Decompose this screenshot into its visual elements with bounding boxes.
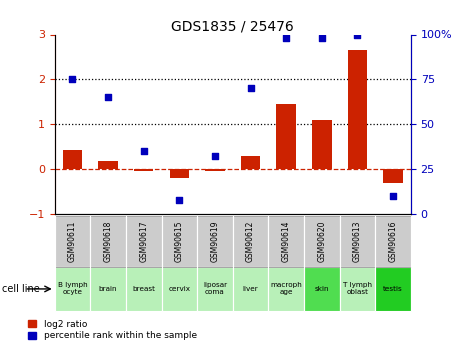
Text: cervix: cervix [168, 286, 190, 292]
Title: GDS1835 / 25476: GDS1835 / 25476 [171, 19, 294, 33]
Point [282, 35, 290, 41]
Bar [197, 267, 233, 310]
Text: liposar
coma: liposar coma [203, 283, 227, 295]
Text: macroph
age: macroph age [270, 283, 302, 295]
Bar [233, 267, 268, 310]
Text: GSM90618: GSM90618 [104, 221, 113, 262]
Point [176, 197, 183, 202]
Text: GSM90612: GSM90612 [246, 221, 255, 262]
Text: B lymph
ocyte: B lymph ocyte [57, 283, 87, 295]
Point [104, 95, 112, 100]
Text: testis: testis [383, 286, 403, 292]
Point [318, 35, 326, 41]
Bar [162, 267, 197, 310]
Bar [55, 216, 90, 267]
Point [211, 154, 218, 159]
Text: skin: skin [314, 286, 329, 292]
Bar [340, 267, 375, 310]
Point [390, 193, 397, 199]
Bar [98, 161, 118, 169]
Bar [375, 267, 411, 310]
Bar [90, 267, 126, 310]
Text: GSM90619: GSM90619 [210, 221, 219, 262]
Bar [126, 267, 162, 310]
Text: GSM90620: GSM90620 [317, 221, 326, 262]
Legend: log2 ratio, percentile rank within the sample: log2 ratio, percentile rank within the s… [28, 320, 197, 341]
Text: GSM90617: GSM90617 [139, 221, 148, 262]
Bar [233, 216, 268, 267]
Bar [205, 169, 225, 171]
Text: GSM90613: GSM90613 [353, 221, 362, 262]
Bar [162, 216, 197, 267]
Bar [268, 216, 304, 267]
Point [353, 32, 361, 37]
Bar [197, 216, 233, 267]
Text: GSM90616: GSM90616 [389, 221, 398, 262]
Text: GSM90615: GSM90615 [175, 221, 184, 262]
Bar [90, 216, 126, 267]
Text: cell line: cell line [2, 284, 40, 294]
Bar [55, 267, 90, 310]
Bar [276, 104, 296, 169]
Bar [312, 120, 332, 169]
Bar [170, 169, 189, 178]
Bar [340, 216, 375, 267]
Bar [383, 169, 403, 183]
Text: brain: brain [99, 286, 117, 292]
Text: T lymph
oblast: T lymph oblast [343, 283, 372, 295]
Bar [134, 169, 153, 171]
Point [140, 148, 147, 154]
Text: GSM90611: GSM90611 [68, 221, 77, 262]
Point [68, 77, 76, 82]
Bar [304, 267, 340, 310]
Bar [126, 216, 162, 267]
Bar [268, 267, 304, 310]
Bar [63, 150, 82, 169]
Text: GSM90614: GSM90614 [282, 221, 291, 262]
Point [247, 86, 255, 91]
Text: liver: liver [243, 286, 258, 292]
Text: breast: breast [132, 286, 155, 292]
Bar [304, 216, 340, 267]
Bar [241, 157, 260, 169]
Bar [375, 216, 411, 267]
Bar [348, 50, 367, 169]
